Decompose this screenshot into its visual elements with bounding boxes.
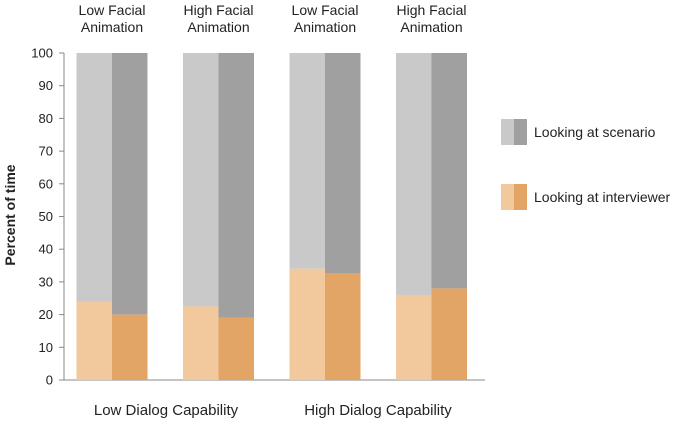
bar-interviewer-segment — [396, 294, 432, 380]
y-tick-label: 90 — [39, 78, 53, 93]
legend-label: Looking at scenario — [534, 124, 656, 140]
condition-label-line1: Low Facial — [79, 2, 146, 18]
y-tick-label: 80 — [39, 111, 53, 126]
condition-label-line1: Low Facial — [292, 2, 359, 18]
legend-swatch — [501, 184, 514, 210]
bar-interviewer-segment — [183, 306, 219, 380]
legend-swatch — [514, 119, 527, 145]
y-tick-label: 50 — [39, 209, 53, 224]
condition-label-line2: Animation — [187, 19, 249, 35]
bar-scenario-segment — [396, 53, 432, 295]
y-tick-label: 70 — [39, 144, 53, 159]
bar-scenario-segment — [218, 53, 254, 318]
bar-scenario-segment — [431, 53, 467, 289]
y-tick-label: 30 — [39, 274, 53, 289]
group-label: High Dialog Capability — [304, 402, 452, 419]
bar-interviewer-segment — [218, 317, 254, 380]
bar-scenario-segment — [76, 53, 112, 302]
bar-interviewer-segment — [289, 268, 325, 380]
y-axis-label: Percent of time — [2, 164, 18, 265]
bars — [76, 53, 467, 380]
bar-interviewer-segment — [431, 288, 467, 380]
y-tick-label: 60 — [39, 176, 53, 191]
group-labels: Low Dialog Capability High Dialog Capabil… — [94, 402, 452, 419]
bar-scenario-segment — [325, 53, 361, 274]
condition-label-line2: Animation — [294, 19, 356, 35]
condition-label-line1: High Facial — [396, 2, 466, 18]
legend: Looking at scenario Looking at interviewe… — [501, 119, 671, 210]
bar-scenario-segment — [289, 53, 325, 269]
condition-label-line1: High Facial — [183, 2, 253, 18]
bar-interviewer-segment — [112, 314, 148, 380]
bar-scenario-segment — [183, 53, 219, 307]
y-tick-label: 40 — [39, 242, 53, 257]
condition-label-line2: Animation — [81, 19, 143, 35]
y-tick-label: 10 — [39, 340, 53, 355]
legend-swatch — [514, 184, 527, 210]
condition-label-line2: Animation — [400, 19, 462, 35]
y-axis: 0 10 20 30 40 50 60 70 80 90 100 — [31, 46, 485, 388]
y-tick-label: 0 — [46, 373, 53, 388]
bar-interviewer-segment — [325, 273, 361, 380]
group-label: Low Dialog Capability — [94, 402, 239, 419]
legend-swatch — [501, 119, 514, 145]
bar-interviewer-segment — [76, 301, 112, 380]
legend-label: Looking at interviewer — [534, 189, 671, 205]
y-tick-label: 100 — [31, 46, 53, 61]
bar-scenario-segment — [112, 53, 148, 315]
y-tick-label: 20 — [39, 307, 53, 322]
